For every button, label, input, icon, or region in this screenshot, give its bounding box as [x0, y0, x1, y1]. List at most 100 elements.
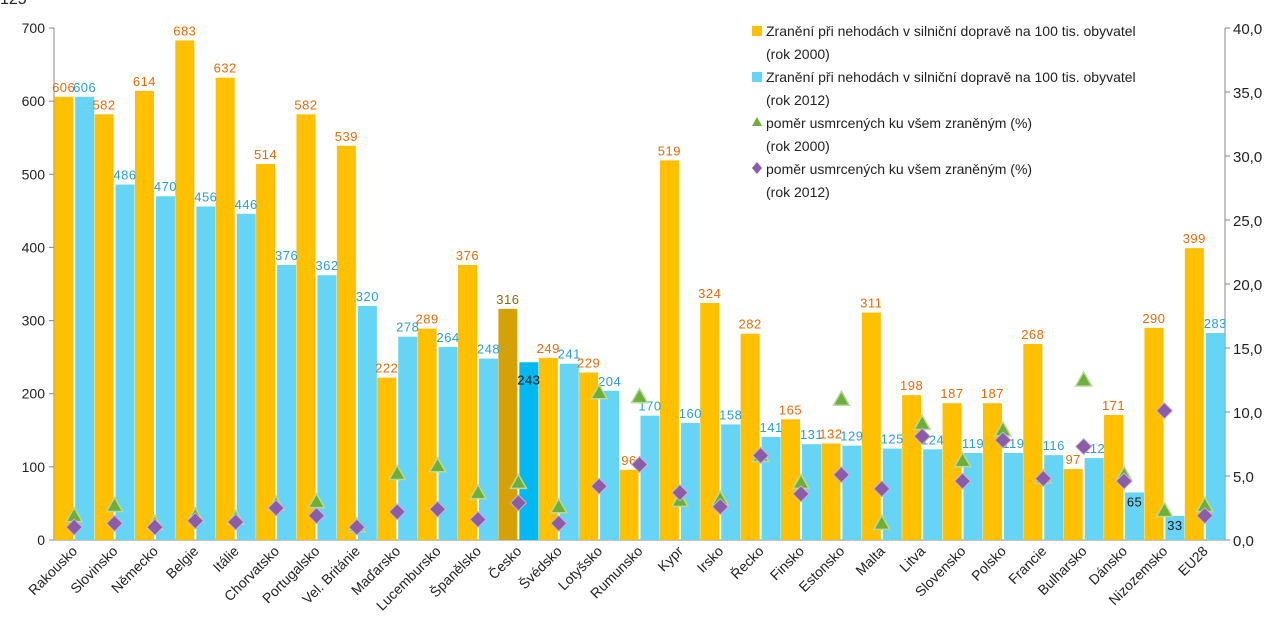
category-label: Itálie: [210, 543, 242, 575]
bar-2000-label: 614: [133, 74, 156, 89]
diamond-marker-2012: [711, 498, 729, 516]
bar-2012: [438, 346, 458, 540]
diamond-marker-2012: [267, 499, 285, 517]
diamond-marker-2012: [1155, 402, 1174, 420]
diamond-marker-2012: [1115, 472, 1133, 490]
bar-2000: [296, 114, 316, 541]
bar-2000: [781, 419, 801, 540]
bar-2000: [417, 328, 437, 540]
bar-2000: [821, 443, 841, 540]
bar-2000-label: 290: [1142, 311, 1165, 326]
bar-2012-label: 116: [1043, 438, 1065, 453]
left-tick-label: 400: [22, 239, 46, 255]
bar-2000-label: 249: [537, 341, 560, 356]
bar-2000: [134, 90, 154, 540]
triangle-marker-2000: [428, 456, 447, 473]
bar-2000-label: 582: [92, 97, 115, 112]
bar-2012: [236, 213, 256, 541]
legend-label: Zranění při nehodách v silniční dopravě …: [766, 69, 1136, 85]
bar-2012: [317, 275, 337, 540]
bar-2000: [579, 372, 599, 540]
triangle-marker-2000: [872, 513, 892, 531]
diamond-marker-2012: [994, 431, 1012, 449]
diamond-marker-2012: [832, 466, 851, 484]
diamond-marker-2012: [509, 494, 528, 512]
bar-2000-label: 165: [779, 402, 802, 417]
bar-2012-label: 241: [558, 347, 581, 362]
diamond-marker-2012: [630, 455, 649, 474]
bar-2012: [802, 444, 822, 540]
bar-2000-label: 399: [1183, 231, 1206, 246]
bar-2012: [680, 422, 700, 540]
bar-2012-label: 243: [517, 372, 540, 387]
triangle-marker-2000: [589, 383, 609, 400]
diamond-marker-2012: [226, 513, 245, 531]
diamond-marker-2012: [792, 485, 810, 503]
legend-triangle-icon: [752, 117, 762, 126]
bar-2000: [659, 160, 679, 541]
bar-2012-label: 65: [1127, 494, 1142, 509]
bar-2012-label: 33: [1167, 518, 1182, 533]
right-tick-label: 30,0: [1233, 149, 1262, 166]
bar-2000-label: 229: [577, 356, 600, 371]
bar-2012: [155, 196, 175, 540]
legend-label: (rok 2012): [766, 184, 830, 200]
triangle-marker-2000: [1074, 370, 1093, 387]
category-label: Malta: [852, 543, 888, 579]
bar-2000: [256, 164, 276, 540]
triangle-marker-2000: [1155, 501, 1174, 518]
bar-2000: [457, 264, 477, 540]
bar-2012-label: 278: [396, 320, 419, 335]
bar-2000: [498, 308, 518, 540]
category-label: EU28: [1175, 543, 1211, 579]
bar-2012: [519, 362, 539, 540]
right-tick-label: 15,0: [1233, 341, 1262, 358]
right-tick-label: 35,0: [1233, 85, 1262, 102]
bar-2000-label: 582: [294, 97, 317, 112]
bar-2012: [1165, 515, 1185, 540]
triangle-marker-2000: [105, 495, 124, 513]
bar-2012-label: 131: [800, 427, 823, 442]
bar-2012-label: 125: [881, 432, 904, 447]
legend-label: poměr usmrcených ku všem zraněným (%): [766, 161, 1032, 177]
diamond-marker-2012: [671, 483, 689, 502]
bar-2000-label: 539: [335, 129, 358, 144]
bar-2012: [1125, 492, 1145, 540]
bar-2000: [700, 303, 720, 540]
bar-2000-label: 132: [819, 426, 842, 441]
left-tick-label: 200: [22, 386, 46, 402]
corner-label: 125: [0, 0, 27, 9]
left-tick-label: 600: [22, 93, 46, 109]
bar-2000-label: 171: [1102, 398, 1125, 413]
bar-2000: [1184, 248, 1204, 540]
bar-2000: [538, 357, 558, 540]
bar-2000-label: 606: [52, 80, 75, 95]
bar-2012: [761, 436, 781, 540]
bar-2000: [942, 403, 962, 540]
triangle-marker-2000: [630, 387, 649, 404]
diamond-marker-2012: [1034, 469, 1053, 488]
bar-2012: [398, 336, 418, 540]
diamond-marker-2012: [1074, 437, 1093, 456]
bar-2000-label: 97: [1065, 452, 1080, 467]
diamond-marker-2012: [550, 514, 568, 533]
diamond-marker-2012: [186, 512, 205, 530]
diamond-marker-2012: [348, 518, 366, 536]
bar-2000-label: 324: [698, 286, 721, 301]
bar-2000: [94, 114, 114, 541]
bar-2000-label: 282: [739, 317, 762, 332]
bar-2000: [336, 145, 356, 540]
diamond-marker-2012: [913, 427, 931, 446]
left-tick-label: 500: [22, 166, 46, 182]
bar-2012-label: 204: [598, 374, 621, 389]
bar-2012-label: 129: [840, 429, 863, 444]
bar-2012-label: 456: [194, 189, 217, 204]
bar-2000: [1063, 469, 1083, 540]
diamond-marker-2012: [469, 510, 487, 529]
legend-diamond-icon: [752, 162, 762, 174]
left-tick-label: 300: [22, 313, 46, 329]
bar-2000: [740, 333, 760, 540]
diamond-marker-2012: [146, 518, 164, 536]
